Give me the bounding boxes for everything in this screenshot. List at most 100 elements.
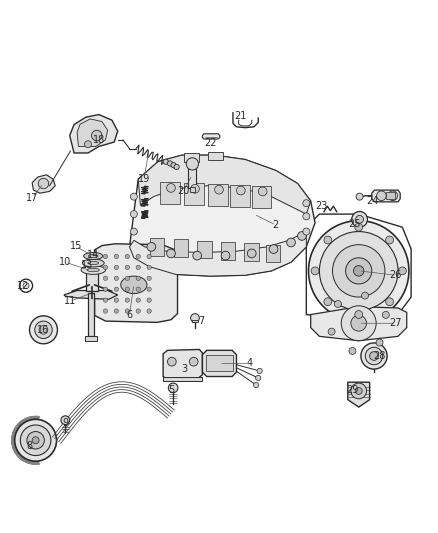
Circle shape (254, 383, 259, 387)
Text: 14: 14 (87, 250, 99, 260)
Polygon shape (32, 175, 55, 193)
Circle shape (131, 193, 138, 200)
Circle shape (351, 316, 367, 331)
Circle shape (346, 258, 372, 284)
Circle shape (256, 375, 261, 381)
Circle shape (147, 243, 155, 251)
Bar (184, 183, 204, 205)
Circle shape (399, 267, 406, 275)
Circle shape (287, 238, 295, 247)
Text: 17: 17 (26, 192, 38, 203)
Circle shape (166, 183, 175, 192)
Circle shape (136, 298, 141, 302)
Text: 9: 9 (62, 418, 68, 428)
Circle shape (32, 437, 39, 444)
Circle shape (303, 213, 310, 220)
Polygon shape (372, 190, 400, 202)
Polygon shape (202, 350, 237, 376)
Polygon shape (202, 134, 220, 139)
Circle shape (103, 276, 108, 280)
Text: 7: 7 (198, 316, 205, 326)
Text: 15: 15 (70, 241, 82, 252)
Text: 11: 11 (64, 296, 76, 306)
Circle shape (311, 267, 319, 275)
Text: 23: 23 (315, 201, 328, 211)
Bar (184, 153, 199, 161)
Bar (188, 164, 196, 188)
Circle shape (341, 306, 376, 341)
Bar (208, 184, 228, 206)
Circle shape (215, 185, 223, 194)
Circle shape (136, 309, 141, 313)
Circle shape (351, 383, 367, 399)
Circle shape (136, 265, 141, 270)
Bar (266, 245, 280, 262)
Circle shape (147, 276, 151, 280)
Bar (244, 244, 259, 261)
Bar (386, 192, 396, 199)
Circle shape (370, 352, 378, 360)
Circle shape (191, 313, 199, 322)
Text: 13: 13 (81, 260, 93, 270)
Circle shape (131, 228, 138, 235)
Circle shape (352, 212, 367, 227)
Circle shape (136, 254, 141, 259)
Text: 19: 19 (138, 174, 150, 184)
Circle shape (353, 265, 364, 276)
Circle shape (189, 357, 198, 366)
Circle shape (20, 425, 51, 456)
Circle shape (35, 321, 52, 338)
Text: 10: 10 (59, 257, 71, 267)
Circle shape (328, 328, 335, 335)
Text: 18: 18 (93, 135, 105, 145)
Circle shape (147, 309, 151, 313)
Circle shape (61, 416, 70, 425)
Text: 29: 29 (346, 385, 358, 394)
Bar (230, 185, 250, 207)
Circle shape (168, 383, 178, 393)
Ellipse shape (82, 259, 104, 267)
Text: 5: 5 (168, 385, 174, 394)
Circle shape (349, 348, 356, 354)
Circle shape (147, 254, 151, 259)
Ellipse shape (87, 268, 99, 272)
Bar (252, 185, 272, 207)
Circle shape (163, 159, 168, 164)
Circle shape (308, 221, 409, 321)
Polygon shape (64, 290, 118, 299)
Circle shape (386, 298, 393, 305)
Circle shape (237, 186, 245, 195)
Circle shape (193, 251, 201, 260)
Text: 25: 25 (348, 219, 360, 229)
Text: 16: 16 (37, 325, 49, 335)
Circle shape (114, 265, 119, 270)
Circle shape (114, 309, 119, 313)
Circle shape (125, 276, 130, 280)
Circle shape (334, 301, 341, 308)
Text: 6: 6 (127, 310, 133, 320)
Circle shape (186, 158, 198, 170)
Circle shape (171, 163, 176, 168)
Bar (88, 293, 94, 336)
Polygon shape (77, 119, 108, 147)
Circle shape (136, 276, 141, 280)
Circle shape (39, 326, 48, 334)
Polygon shape (311, 306, 407, 341)
Circle shape (114, 276, 119, 280)
Circle shape (221, 251, 230, 260)
Circle shape (167, 357, 176, 366)
Text: 2: 2 (272, 220, 279, 230)
Ellipse shape (121, 276, 147, 294)
Circle shape (324, 298, 332, 305)
Polygon shape (130, 231, 306, 276)
Polygon shape (348, 382, 370, 407)
Circle shape (377, 191, 386, 200)
Circle shape (303, 200, 310, 207)
Circle shape (125, 309, 130, 313)
Circle shape (355, 223, 363, 231)
Text: 26: 26 (390, 270, 402, 280)
Polygon shape (163, 376, 202, 381)
Circle shape (125, 265, 130, 270)
Polygon shape (192, 320, 198, 322)
Circle shape (103, 265, 108, 270)
